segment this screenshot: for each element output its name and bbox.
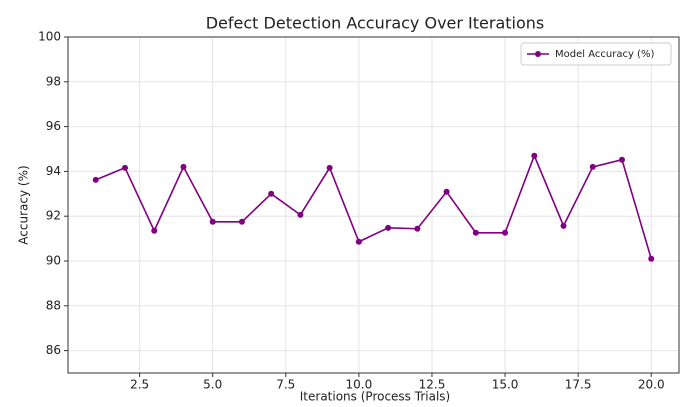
point	[443, 188, 450, 195]
legend-box	[520, 42, 672, 66]
x-tick-label: 17.5	[565, 378, 592, 392]
y-tick-label: 86	[46, 343, 61, 357]
point	[355, 238, 362, 245]
x-tick-label: 12.5	[419, 378, 446, 392]
chart-title: Defect Detection Accuracy Over Iteration…	[206, 14, 545, 33]
x-axis-label: Iterations (Process Trials)	[300, 390, 450, 404]
point	[385, 224, 392, 231]
point	[414, 225, 421, 232]
point	[268, 190, 275, 197]
point	[589, 163, 596, 170]
point	[531, 152, 538, 159]
point	[151, 227, 158, 234]
point	[238, 218, 245, 225]
point	[209, 218, 216, 225]
y-tick-label: 98	[46, 74, 61, 88]
point	[648, 255, 655, 262]
point	[472, 229, 479, 236]
x-tick-label: 7.5	[276, 378, 295, 392]
y-tick-label: 94	[46, 164, 61, 178]
point	[502, 229, 509, 236]
point	[326, 164, 333, 171]
y-tick-label: 92	[46, 209, 61, 223]
x-tick-label: 20.0	[638, 378, 665, 392]
legend-label: Model Accuracy (%)	[555, 49, 654, 60]
point	[560, 222, 567, 229]
y-tick-label: 96	[46, 119, 61, 133]
x-tick-label: 15.0	[492, 378, 519, 392]
point	[180, 163, 187, 170]
x-tick-label: 10.0	[346, 378, 373, 392]
legend-marker	[535, 51, 541, 57]
y-tick-label: 90	[46, 254, 61, 268]
plot-frame	[67, 36, 680, 374]
x-tick-label: 2.5	[130, 378, 149, 392]
point	[297, 211, 304, 218]
y-axis-label: Accuracy (%)	[17, 165, 31, 244]
x-tick-label: 5.0	[203, 378, 222, 392]
point	[92, 176, 99, 183]
y-tick-label: 100	[38, 30, 61, 44]
y-tick-label: 88	[46, 298, 61, 312]
point	[122, 164, 129, 171]
point	[618, 156, 625, 163]
line	[95, 153, 652, 259]
